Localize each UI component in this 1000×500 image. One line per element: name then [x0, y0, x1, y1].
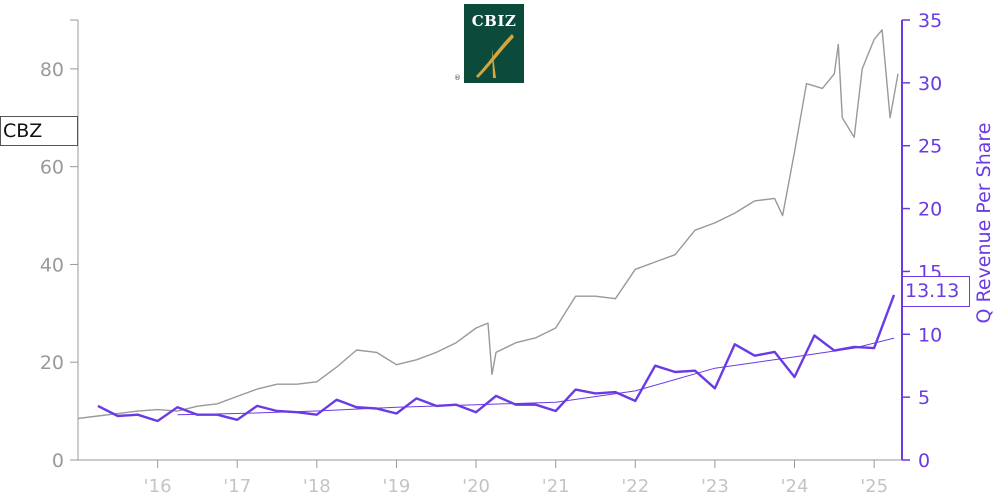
- x-tick-label: '22: [621, 476, 649, 497]
- company-logo: CBIZ: [464, 4, 524, 83]
- x-tick-label: '23: [701, 476, 729, 497]
- x-tick-label: '20: [462, 476, 490, 497]
- left-tick-label: 0: [52, 450, 64, 472]
- axes: 0 20 40 60 80 '16 '17 '18 '19 '20 '21 '22 '23 '24 '25 0…: [40, 10, 942, 497]
- ticker-label: CBZ: [0, 116, 78, 146]
- left-tick-label: 80: [40, 59, 64, 81]
- logo-text: CBIZ: [471, 12, 517, 30]
- x-tick-label: '21: [542, 476, 570, 497]
- series-cbz: [77, 29, 899, 420]
- last-value-label: 13.13: [902, 276, 970, 307]
- left-tick-label: 60: [40, 157, 64, 179]
- x-tick-label: '19: [383, 476, 411, 497]
- right-tick-label: 25: [918, 136, 942, 158]
- right-tick-label: 35: [918, 10, 942, 32]
- series-q-revenue-per-share: [97, 294, 896, 423]
- x-tick-label: '18: [303, 476, 331, 497]
- left-tick-label: 40: [40, 254, 64, 276]
- x-tick-label: '16: [144, 476, 172, 497]
- series-trend: [177, 337, 895, 416]
- x-tick-label: '25: [860, 476, 888, 497]
- right-tick-label: 10: [918, 324, 942, 346]
- right-tick-label: 5: [918, 387, 930, 409]
- x-tick-label: '17: [223, 476, 251, 497]
- logo-swoosh-icon: [476, 34, 514, 78]
- right-tick-label: 30: [918, 73, 942, 95]
- plot-area: [77, 29, 899, 423]
- left-tick-label: 20: [40, 352, 64, 374]
- x-tick-label: '24: [781, 476, 809, 497]
- right-tick-label: 0: [918, 450, 930, 472]
- right-tick-label: 20: [918, 199, 942, 221]
- logo-registered-mark: ®: [454, 74, 461, 82]
- right-axis-label: Q Revenue Per Share: [973, 123, 995, 324]
